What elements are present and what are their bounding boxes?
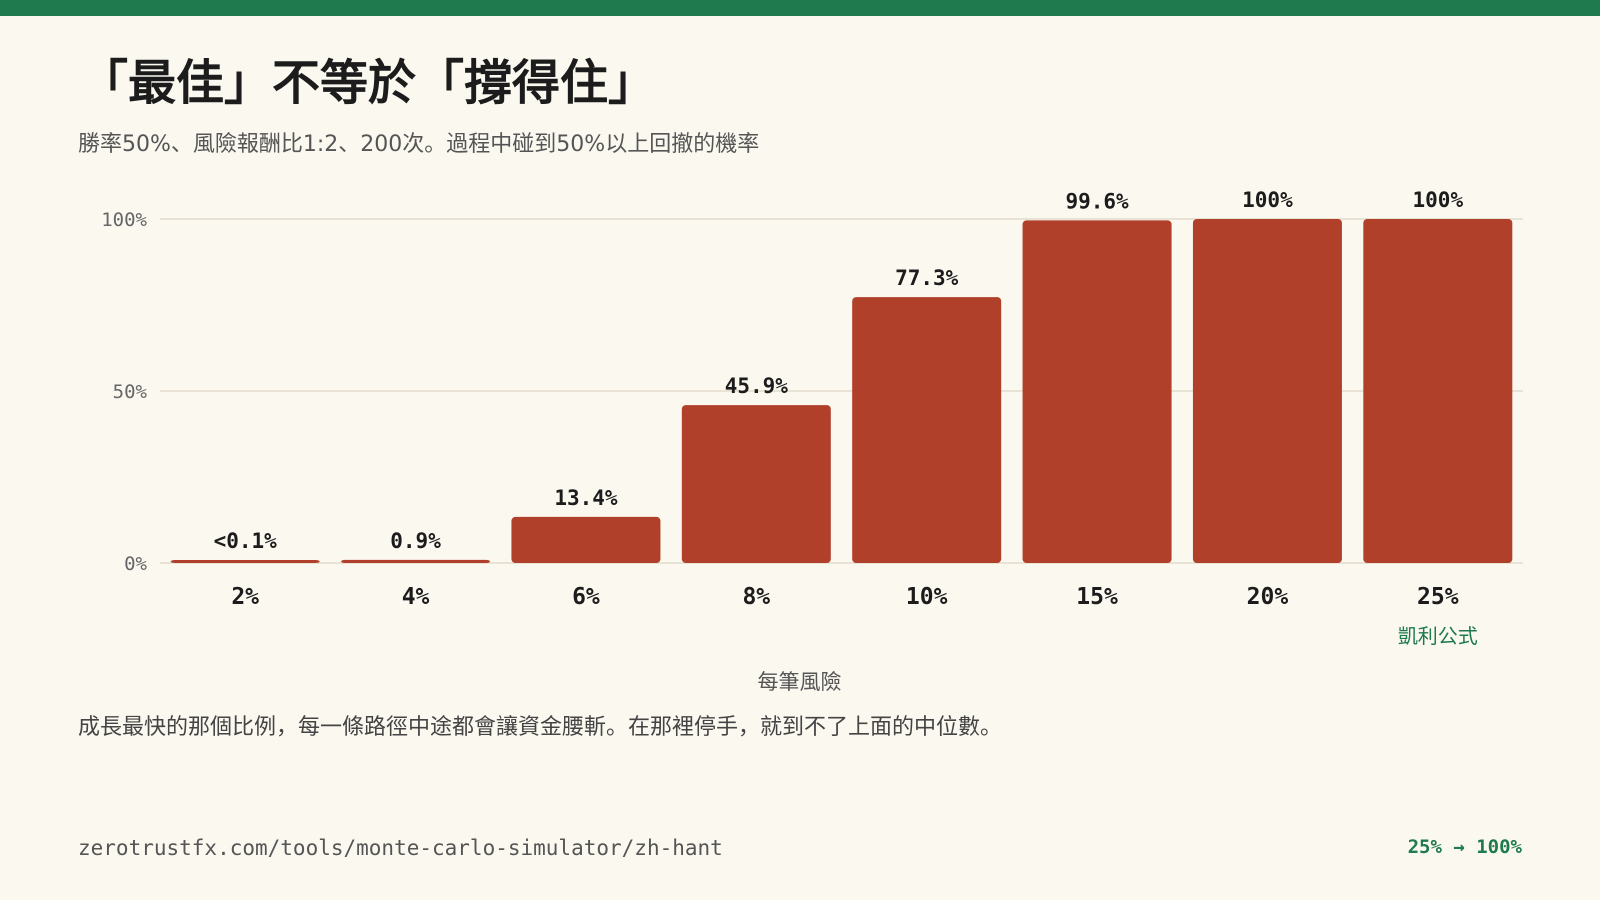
bar bbox=[1192, 219, 1342, 563]
data-label: 77.3% bbox=[895, 266, 959, 290]
y-tick-label: 50% bbox=[113, 381, 148, 403]
y-tick-label: 100% bbox=[101, 209, 147, 231]
bar bbox=[1022, 220, 1172, 563]
chart-labels: 0% 50% 100% <0.1% 2% 0.9% 4% 13.4% 6% 45.9% 8% 77.3… bbox=[101, 188, 1478, 648]
bar bbox=[852, 297, 1002, 563]
data-label: 45.9% bbox=[725, 374, 789, 398]
x-tick-label: 6% bbox=[572, 584, 600, 610]
top-accent-bar bbox=[0, 0, 1600, 16]
page-title: 「最佳」不等於「撐得住」 bbox=[80, 55, 657, 111]
x-axis-title: 每筆風險 bbox=[758, 670, 842, 694]
x-tick-label: 25% bbox=[1417, 584, 1459, 610]
bar bbox=[341, 559, 491, 563]
data-label: 0.9% bbox=[390, 529, 441, 553]
bars bbox=[170, 219, 1513, 563]
data-label: 100% bbox=[1413, 188, 1464, 212]
data-label: 99.6% bbox=[1065, 189, 1129, 213]
x-tick-label: 8% bbox=[742, 584, 770, 610]
x-tick-label: 10% bbox=[906, 584, 948, 610]
data-label: 13.4% bbox=[554, 486, 618, 510]
x-tick-label: 2% bbox=[231, 584, 259, 610]
bar bbox=[1363, 219, 1513, 563]
bar bbox=[511, 516, 661, 563]
x-tick-label: 15% bbox=[1076, 584, 1118, 610]
chart-subtitle: 勝率50%、風險報酬比1:2、200次。過程中碰到50%以上回撤的機率 bbox=[78, 132, 760, 157]
footer-stat: 25% → 100% bbox=[1407, 836, 1522, 858]
x-tick-label: 20% bbox=[1247, 584, 1289, 610]
x-tick-label: 4% bbox=[402, 584, 430, 610]
footer-url[interactable]: zerotrustfx.com/tools/monte-carlo-simula… bbox=[78, 836, 723, 860]
bar bbox=[681, 405, 831, 563]
y-tick-label: 0% bbox=[124, 553, 147, 575]
bar-chart: 0% 50% 100% <0.1% 2% 0.9% 4% 13.4% 6% 45.9% 8% 77.3… bbox=[101, 188, 1523, 694]
bar bbox=[170, 560, 320, 563]
data-label: <0.1% bbox=[214, 529, 278, 553]
explanation-text: 成長最快的那個比例，每一條路徑中途都會讓資金腰斬。在那裡停手，就到不了上面的中位… bbox=[78, 715, 1003, 740]
data-label: 100% bbox=[1242, 188, 1293, 212]
kelly-annotation: 凱利公式 bbox=[1398, 624, 1478, 648]
